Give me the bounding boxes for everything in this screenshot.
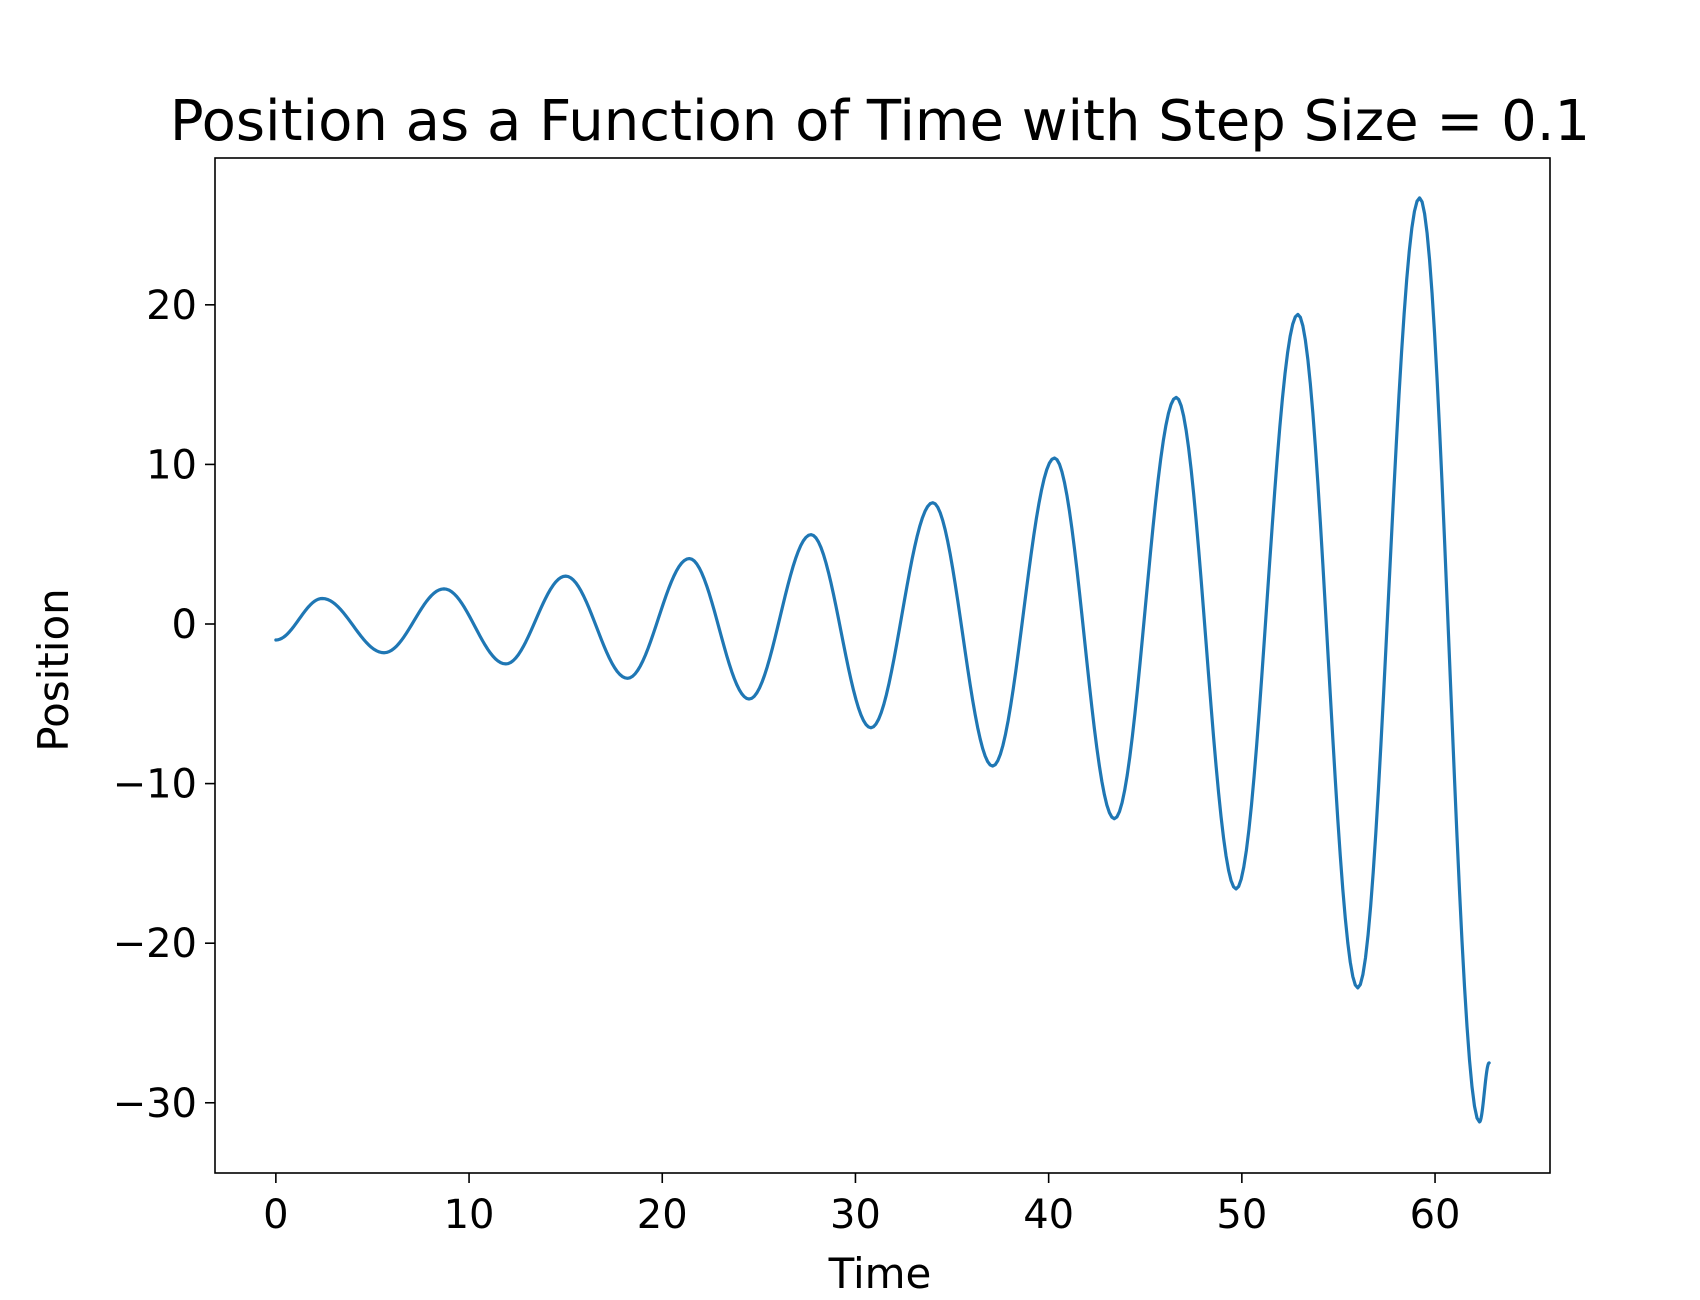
y-tick-label: −10 bbox=[113, 762, 197, 808]
x-tick-label: 0 bbox=[263, 1192, 288, 1238]
plot-frame bbox=[214, 157, 1551, 1174]
x-tick-label: 20 bbox=[637, 1192, 688, 1238]
x-tick-label: 50 bbox=[1216, 1192, 1267, 1238]
x-tick-label: 60 bbox=[1410, 1192, 1461, 1238]
series-line bbox=[274, 196, 1491, 1124]
y-tick-label: 0 bbox=[172, 602, 197, 648]
y-tick-label: 20 bbox=[146, 283, 197, 329]
chart-title: Position as a Function of Time with Step… bbox=[170, 89, 1590, 154]
y-axis-label: Position bbox=[29, 588, 78, 752]
x-axis-label: Time bbox=[828, 1249, 932, 1298]
plot-area: 0 10 20 30 40 50 60 −30 −20 −10 0 10 20 bbox=[113, 157, 1551, 1238]
x-tick-label: 40 bbox=[1023, 1192, 1074, 1238]
y-tick-label: −20 bbox=[113, 921, 197, 967]
y-tick-label: 10 bbox=[146, 442, 197, 488]
x-tick-label: 10 bbox=[444, 1192, 495, 1238]
x-tick-label: 30 bbox=[830, 1192, 881, 1238]
y-tick-label: −30 bbox=[113, 1081, 197, 1127]
